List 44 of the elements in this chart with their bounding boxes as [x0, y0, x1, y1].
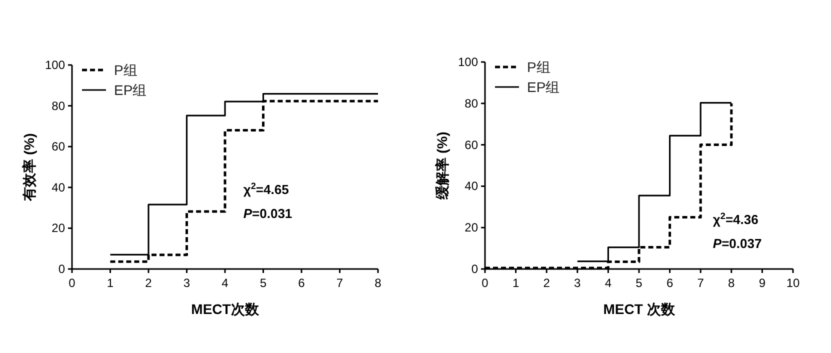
- y-tick-label: 80: [52, 98, 66, 113]
- x-tick-label: 0: [68, 276, 76, 290]
- y-tick-label: 40: [464, 179, 478, 194]
- annotation: P=0.037: [712, 236, 762, 251]
- legend-label: P组: [527, 59, 550, 75]
- x-tick-label: 4: [222, 276, 229, 290]
- x-tick-label: 3: [183, 276, 190, 290]
- y-tick-label: 0: [471, 262, 478, 276]
- y-axis-title: 有效率 (%): [21, 133, 37, 202]
- legend-label: EP组: [114, 82, 147, 98]
- legend-label: P组: [114, 62, 138, 78]
- x-tick-label: 9: [758, 276, 766, 290]
- x-tick-label: 8: [728, 276, 736, 290]
- annotation: P=0.031: [243, 206, 292, 221]
- x-tick-label: 7: [336, 276, 344, 290]
- y-tick-label: 80: [464, 96, 478, 110]
- y-tick-label: 100: [44, 58, 66, 72]
- x-tick-label: 3: [574, 276, 582, 290]
- y-tick-label: 60: [52, 140, 66, 154]
- x-tick-label: 6: [298, 276, 306, 290]
- x-tick-label: 1: [512, 276, 520, 290]
- y-tick-label: 20: [52, 221, 66, 236]
- x-tick-label: 5: [260, 276, 267, 290]
- x-tick-label: 5: [636, 276, 643, 290]
- legend-label: EP组: [527, 79, 560, 95]
- y-tick-label: 20: [464, 220, 478, 235]
- x-tick-label: 2: [543, 276, 550, 290]
- x-tick-label: 10: [786, 276, 800, 290]
- x-tick-label: 6: [666, 276, 674, 290]
- x-tick-label: 0: [482, 276, 489, 290]
- x-tick-label: 7: [697, 276, 704, 290]
- x-tick-label: 8: [374, 276, 382, 290]
- y-tick-label: 100: [458, 55, 478, 69]
- x-tick-label: 4: [604, 276, 612, 290]
- y-tick-label: 60: [464, 138, 478, 152]
- y-axis-title: 缓解率 (%): [434, 132, 450, 200]
- x-tick-label: 2: [145, 276, 152, 290]
- x-axis-title: MECT 次数: [603, 301, 676, 317]
- y-tick-label: 40: [52, 180, 66, 194]
- y-tick-label: 0: [58, 262, 66, 276]
- x-axis-title: MECT次数: [191, 301, 260, 317]
- annotation: χ$^{2}$=4.65: [243, 181, 289, 197]
- x-tick-label: 1: [106, 276, 114, 290]
- annotation: χ$^{2}$=4.36: [712, 211, 758, 227]
